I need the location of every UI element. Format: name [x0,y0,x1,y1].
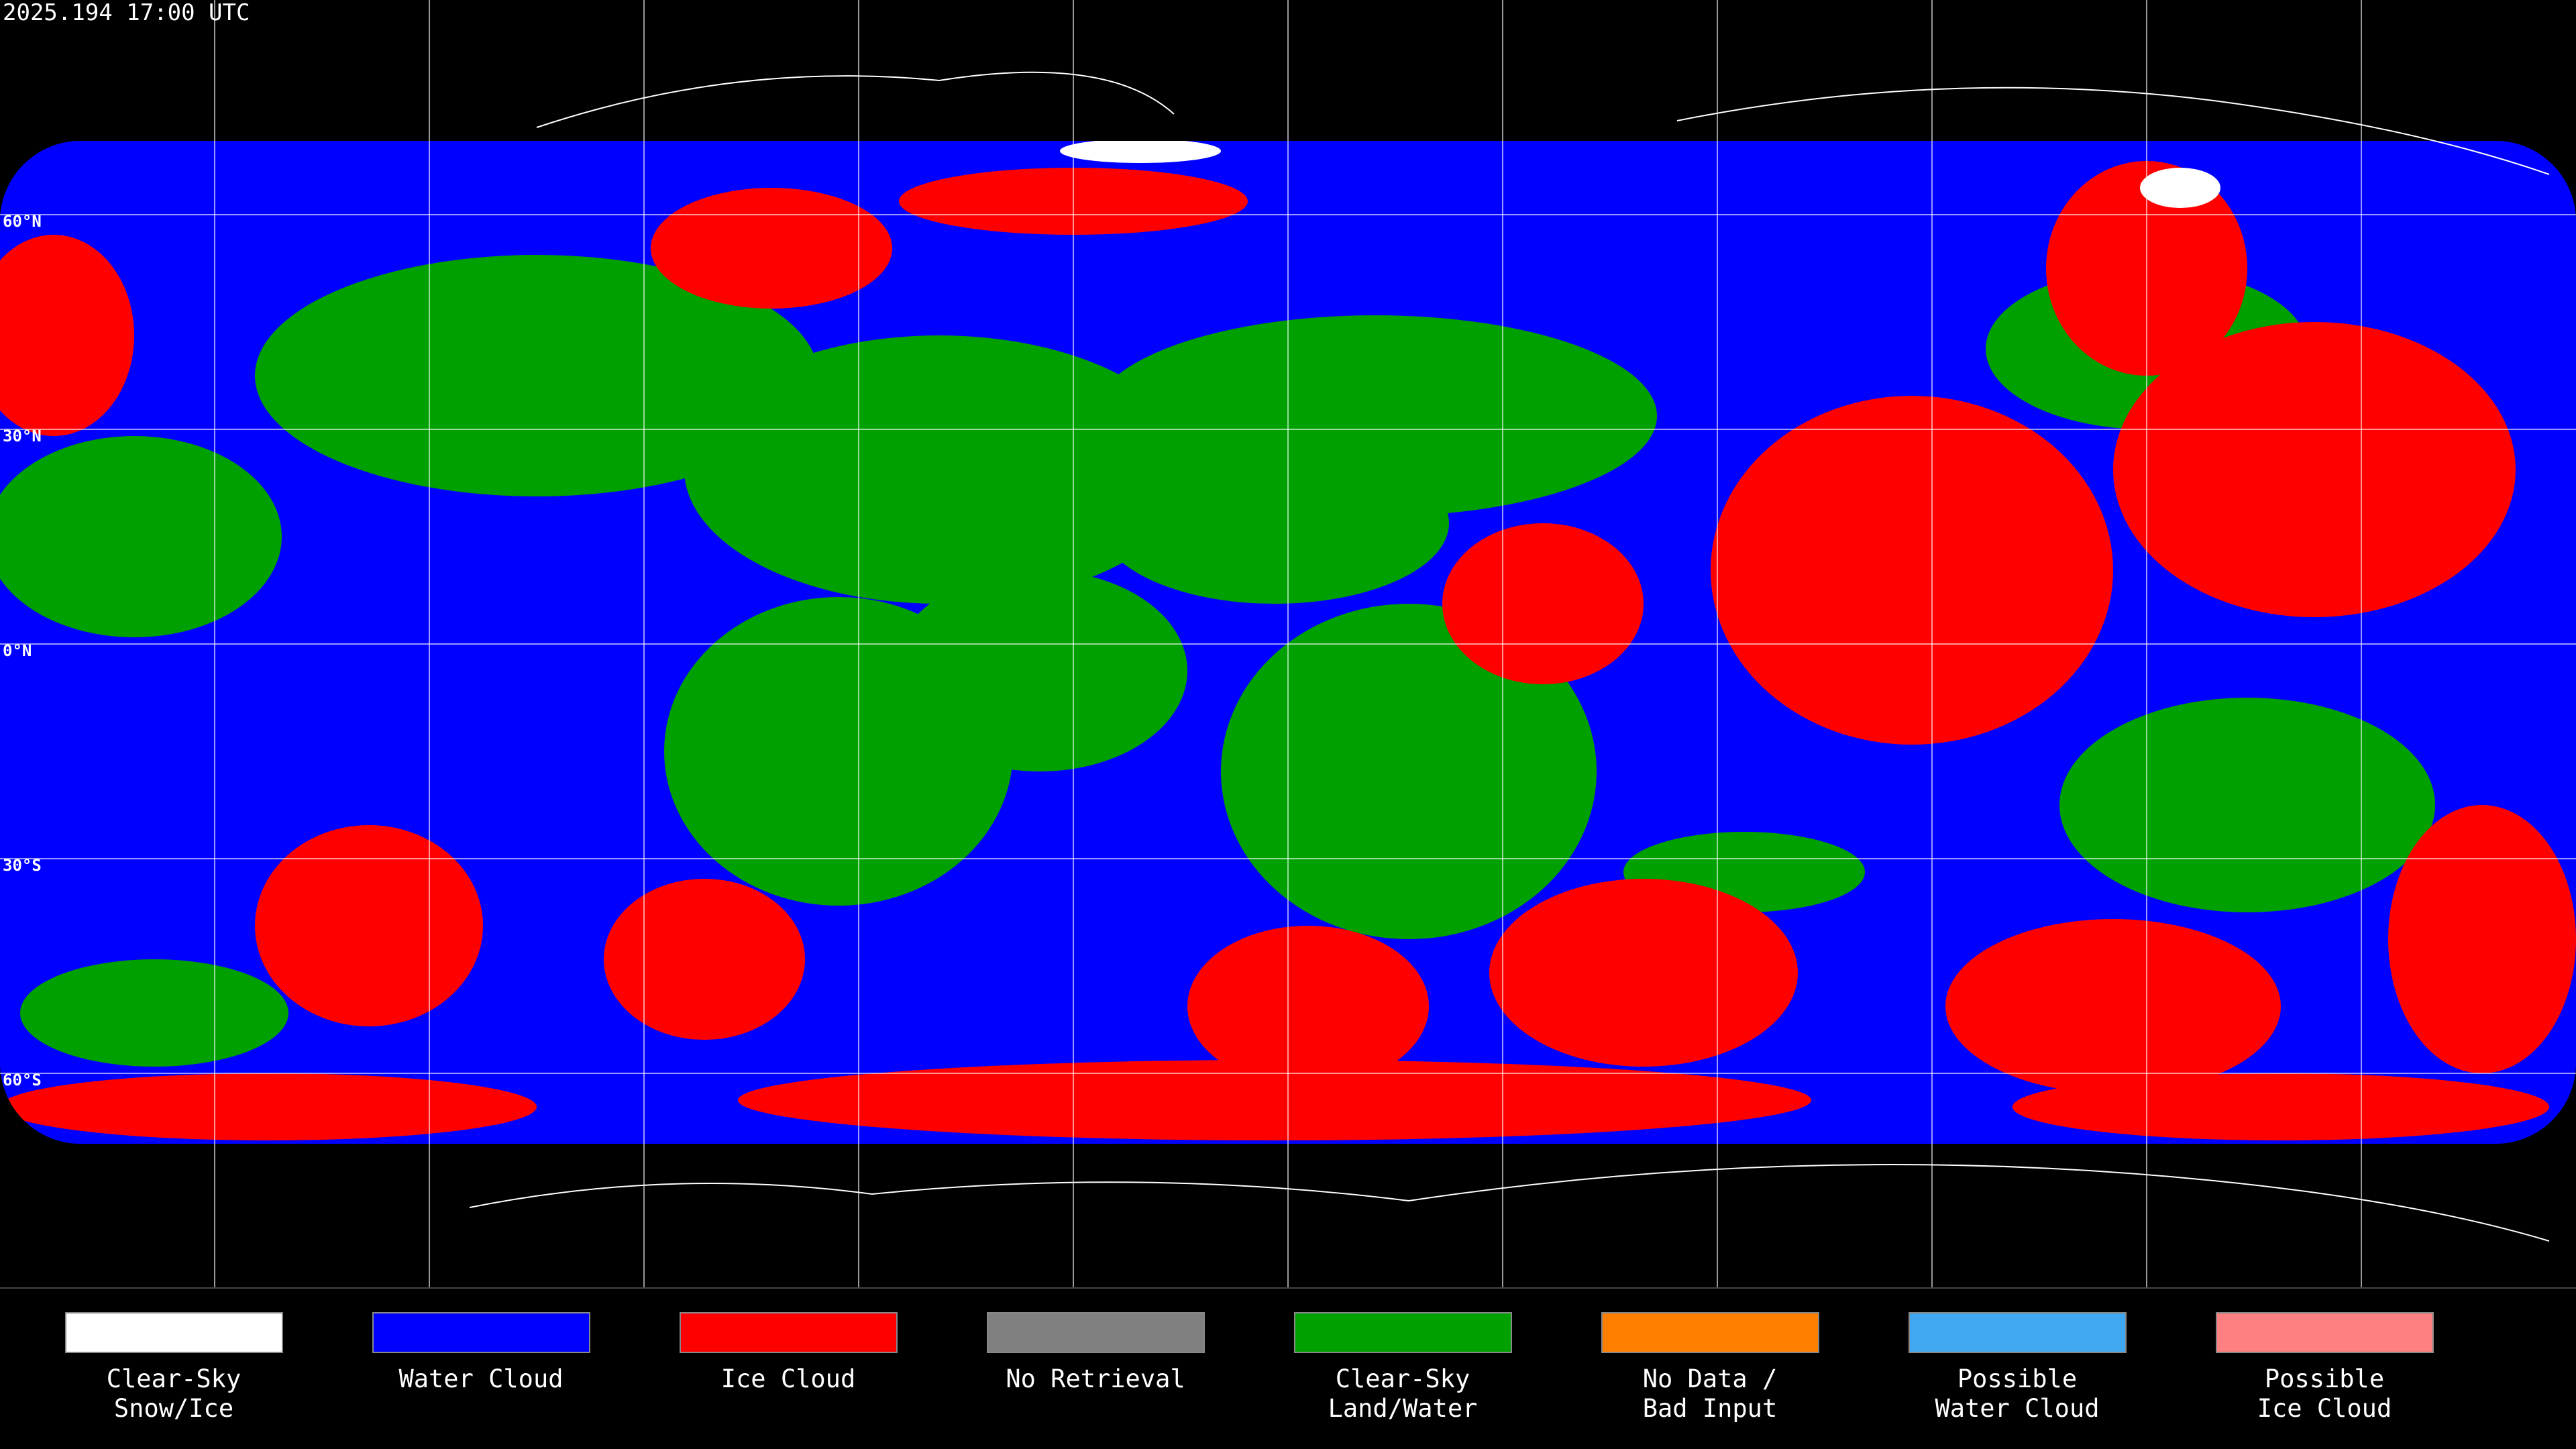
legend-swatch [1909,1312,2127,1353]
legend-label: Clear-Sky [1336,1364,1470,1393]
latitude-label: 30°N [3,427,42,445]
clear-sky-areas [0,255,2435,1067]
legend-label: Water Cloud [1935,1394,2099,1423]
latitude-label: 0°N [3,641,32,660]
legend-swatch [987,1312,1205,1353]
timestamp: 2025.194 17:00 UTC [3,0,250,26]
latitude-labels: 60°N 30°N 0°N 30°S 60°S [3,212,42,1089]
legend-label: Bad Input [1643,1394,1777,1423]
legend-label: Snow/Ice [114,1394,233,1423]
legend-swatch [1294,1312,1512,1353]
latitude-label: 60°N [3,212,42,231]
latitude-label: 60°S [3,1071,42,1089]
coastlines [469,71,2550,1242]
legend-label: Possible [1957,1364,2077,1393]
legend-label: Water Cloud [398,1364,563,1393]
latitude-label: 30°S [3,856,42,875]
map: 60°N 30°N 0°N 30°S 60°S [0,0,2576,1288]
legend-label: No Retrieval [1006,1364,1185,1393]
legend-swatch [1601,1312,1819,1353]
graticule [0,0,2576,1288]
legend-swatch [65,1312,283,1353]
legend-label: No Data / [1643,1364,1777,1393]
legend-label: Ice Cloud [721,1364,855,1393]
legend-swatch [2216,1312,2434,1353]
legend-label: Clear-Sky [107,1364,241,1393]
snow-ice-areas [1060,141,2220,208]
legend-swatch [372,1312,590,1353]
legend-label: Land/Water [1328,1394,1478,1423]
legend-label: Possible [2265,1364,2384,1393]
legend-label: Ice Cloud [2257,1394,2392,1423]
legend-swatch [680,1312,898,1353]
